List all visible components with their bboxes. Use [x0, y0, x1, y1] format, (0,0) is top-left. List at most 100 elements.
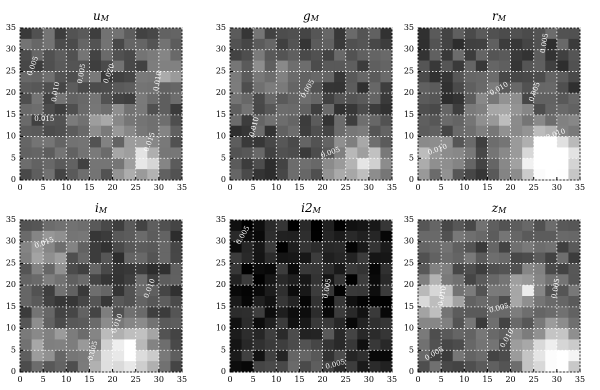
shade-cell — [464, 339, 477, 351]
shade-cell — [522, 263, 535, 275]
shade-cell — [124, 317, 137, 330]
x-tick-label: 30 — [552, 183, 562, 192]
shade-cell — [311, 169, 324, 181]
shade-cell — [112, 38, 125, 51]
shade-cell — [77, 82, 90, 94]
shade-cell — [545, 136, 558, 148]
shade-cell — [158, 93, 171, 105]
shade-cell — [429, 252, 442, 264]
shade-cell — [499, 104, 512, 116]
shade-cell — [522, 285, 535, 297]
shade-cell — [487, 169, 500, 181]
shade-cell — [533, 274, 546, 286]
shade-cell — [510, 136, 523, 148]
shade-cell — [345, 263, 358, 275]
shade-cell — [510, 317, 523, 330]
shade-cell — [77, 328, 90, 340]
shade-cell — [311, 82, 324, 94]
shade-cell — [299, 252, 312, 264]
shade-cell — [429, 71, 442, 83]
shade-cell — [452, 339, 465, 351]
shade-cell — [452, 82, 465, 94]
shade-cell — [522, 114, 535, 127]
shade-cell — [89, 93, 102, 105]
shade-cell — [464, 71, 477, 83]
shade-cell — [429, 82, 442, 94]
shade-cell — [230, 285, 243, 297]
panel-title: gM — [303, 9, 320, 24]
shade-cell — [112, 230, 125, 243]
shade-cell — [334, 241, 347, 254]
shade-cell — [43, 306, 56, 319]
y-tick-label: 10 — [404, 324, 414, 333]
shade-cell — [77, 252, 90, 264]
shade-cell — [147, 306, 160, 319]
shade-cell — [522, 28, 535, 40]
shade-cell — [441, 252, 454, 264]
shade-cell — [368, 350, 381, 362]
shade-cell — [345, 306, 358, 319]
shade-cell — [170, 125, 183, 138]
shade-cell — [299, 93, 312, 105]
shade-cell — [158, 49, 171, 62]
shade-cell — [135, 104, 148, 116]
shade-cell — [380, 104, 393, 116]
shade-cell — [556, 147, 569, 159]
shade-cell — [452, 263, 465, 275]
shade-cell — [334, 147, 347, 159]
shade-cell — [510, 220, 523, 232]
shade-cell — [264, 158, 277, 170]
shade-cell — [568, 263, 581, 275]
shade-cell — [276, 306, 289, 319]
shade-cell — [380, 350, 393, 362]
shade-cell — [311, 158, 324, 170]
x-tick-label: 30 — [552, 375, 562, 384]
shade-cell — [253, 28, 266, 40]
x-tick-label: 20 — [107, 183, 117, 192]
shade-cell — [368, 220, 381, 232]
x-tick-label: 30 — [364, 183, 374, 192]
shade-cell — [241, 93, 254, 105]
shade-cell — [135, 220, 148, 232]
y-tick-label: 30 — [404, 45, 414, 54]
shade-cell — [487, 114, 500, 127]
shade-cell — [522, 241, 535, 254]
shade-cell — [54, 28, 67, 40]
shade-cell — [230, 328, 243, 340]
shade-cell — [230, 230, 243, 243]
shade-cell — [475, 296, 488, 308]
shade-cell — [441, 104, 454, 116]
shade-cell — [264, 361, 277, 373]
shade-cell — [322, 60, 335, 72]
shade-cell — [147, 136, 160, 148]
shade-cell — [487, 38, 500, 51]
shade-cell — [345, 274, 358, 286]
shade-cell — [147, 263, 160, 275]
shade-cell — [357, 114, 370, 127]
shade-cell — [334, 114, 347, 127]
shade-cell — [429, 28, 442, 40]
x-tick-label: 10 — [271, 183, 281, 192]
y-tick-label: 25 — [216, 258, 226, 267]
x-tick-label: 25 — [529, 183, 539, 192]
y-tick-label: 15 — [216, 110, 226, 119]
shade-cell — [568, 147, 581, 159]
shade-cell — [334, 38, 347, 51]
shade-cell — [147, 82, 160, 94]
shade-cell — [112, 71, 125, 83]
shade-cell — [311, 28, 324, 40]
shade-cell — [568, 82, 581, 94]
shade-cell — [380, 285, 393, 297]
shade-cell — [170, 136, 183, 148]
shade-cell — [31, 82, 44, 94]
shade-cell — [287, 306, 300, 319]
x-tick-label: 5 — [439, 375, 444, 384]
shade-cell — [147, 274, 160, 286]
shade-cell — [124, 82, 137, 94]
shade-cell — [357, 49, 370, 62]
shade-cell — [475, 350, 488, 362]
shade-cell — [475, 125, 488, 138]
shade-cell — [418, 317, 431, 330]
shade-cell — [464, 350, 477, 362]
shade-cell — [124, 93, 137, 105]
